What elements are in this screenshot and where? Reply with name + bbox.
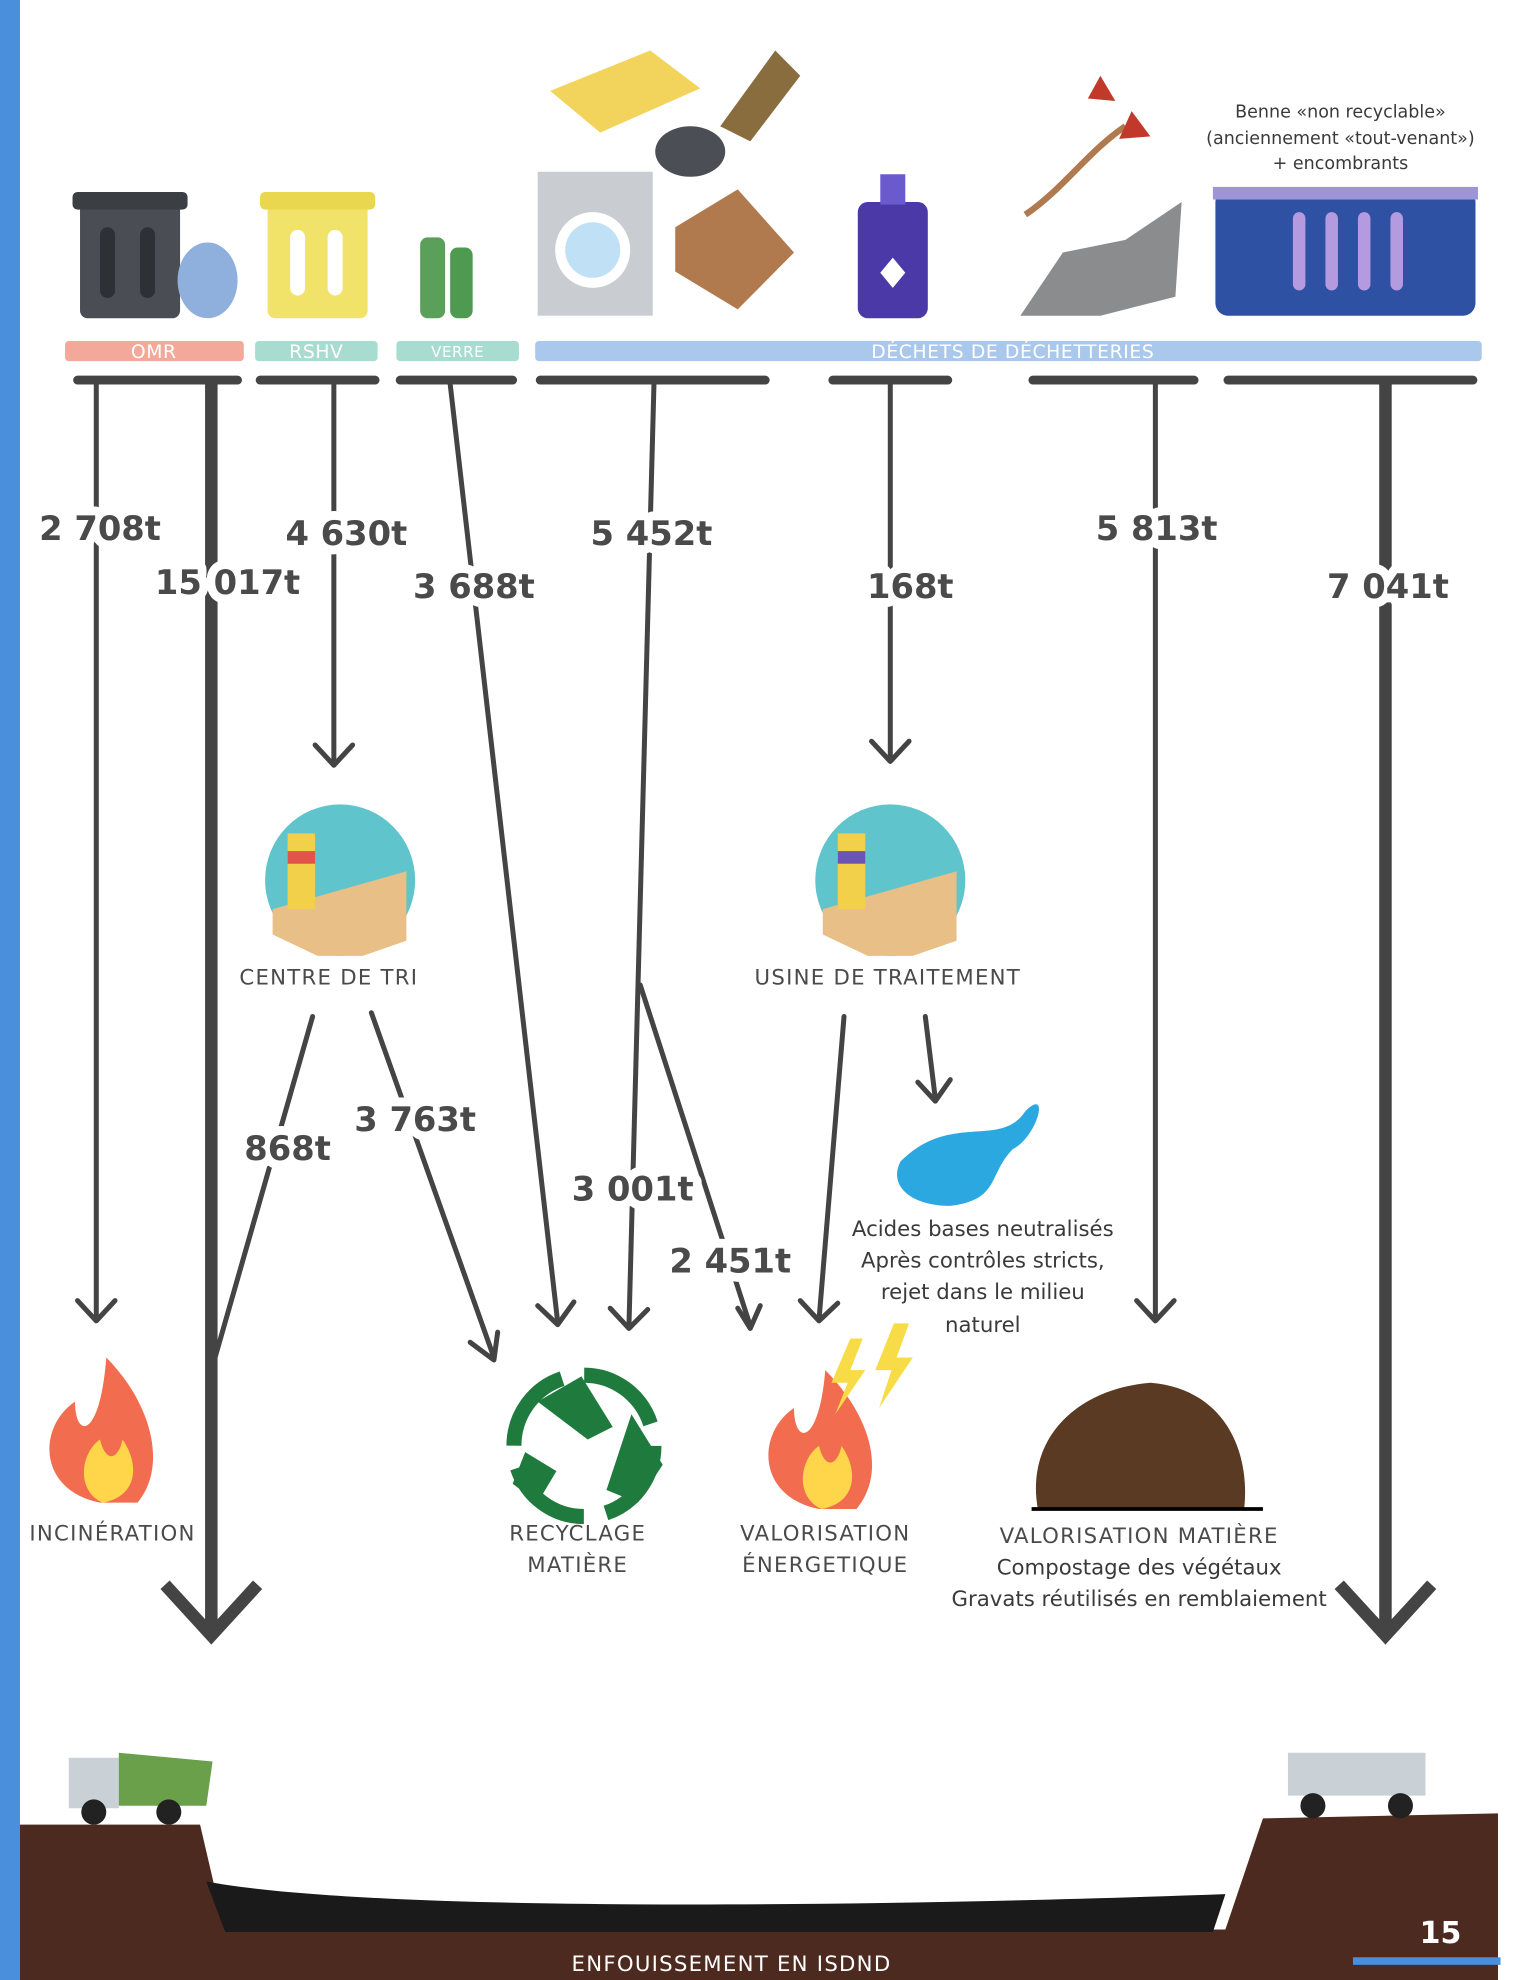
destination-label: VALORISATION MATIÈRE	[1000, 1523, 1279, 1549]
category-label: OMR	[131, 342, 177, 363]
flow-qty: 2 708t	[39, 509, 161, 548]
destination-note: Gravats réutilisés en remblaiement	[952, 1587, 1327, 1612]
acides-note: Après contrôles stricts,	[861, 1248, 1105, 1273]
benne-note: Benne «non recyclable»	[1235, 102, 1446, 122]
flow-qty: 3 763t	[354, 1100, 476, 1139]
flow-qty: 868t	[244, 1129, 331, 1168]
category-label: VERRE	[431, 343, 484, 361]
benne-note: (anciennement «tout-venant»)	[1206, 129, 1475, 149]
acides-note: rejet dans le milieu	[881, 1280, 1085, 1305]
page: {"header": {"categories": ["OMR", "RSHV"…	[0, 0, 1528, 1980]
flow-qty: 168t	[867, 567, 954, 606]
side-band	[0, 0, 20, 1980]
flow-qty: 3 001t	[572, 1169, 694, 1208]
destination-label: ENFOUISSEMENT EN ISDND	[572, 1952, 892, 1977]
flow-qty: 4 630t	[285, 514, 407, 553]
acides-note: Acides bases neutralisés	[852, 1217, 1114, 1242]
flow-qty: 3 688t	[413, 567, 535, 606]
flow-qty: 2 451t	[669, 1241, 791, 1280]
flow-qty: 15 017t	[155, 563, 300, 602]
icons	[20, 51, 1500, 1980]
flow-qty: 7 041t	[1327, 567, 1449, 606]
destination-label: ÉNERGETIQUE	[742, 1552, 908, 1578]
destination-label: USINE DE TRAITEMENT	[755, 966, 1021, 991]
destination-label: VALORISATION	[740, 1521, 910, 1546]
destination-note: Compostage des végétaux	[997, 1555, 1282, 1580]
category-label: RSHV	[289, 342, 343, 363]
category-label: DÉCHETS DE DÉCHETTERIES	[871, 340, 1154, 363]
acides-note: naturel	[945, 1313, 1021, 1338]
destination-label: RECYCLAGE	[509, 1521, 646, 1546]
benne-note: + encombrants	[1273, 154, 1409, 174]
page-number: 15	[1420, 1916, 1462, 1951]
diagram: OMR RSHV VERRE DÉCHETS DE DÉCHETTERIES B…	[0, 0, 1528, 1980]
flow-qty: 5 813t	[1096, 509, 1218, 548]
category-bars	[65, 341, 1482, 380]
flow-qty: 5 452t	[591, 514, 713, 553]
destination-label: CENTRE DE TRI	[239, 966, 418, 991]
destination-label: INCINÉRATION	[29, 1520, 195, 1546]
destination-label: MATIÈRE	[527, 1552, 628, 1578]
